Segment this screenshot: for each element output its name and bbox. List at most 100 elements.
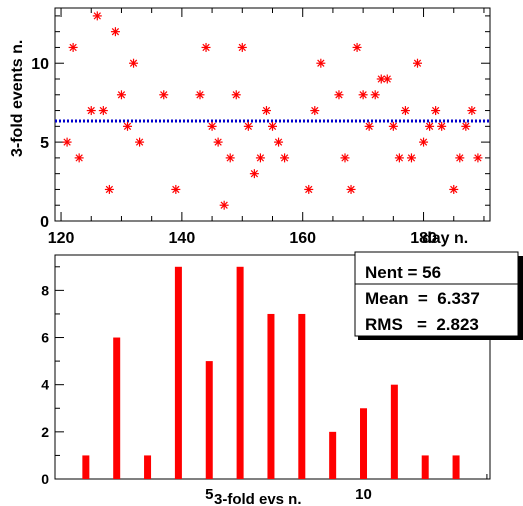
top-x-tick-label: 120 — [48, 230, 75, 247]
data-point — [92, 11, 102, 21]
data-point — [104, 184, 114, 194]
bottom-y-tick-label: 2 — [41, 424, 49, 440]
histogram-bar — [267, 313, 275, 479]
data-point-stroke — [262, 106, 271, 115]
data-point-stroke — [341, 154, 349, 162]
top-x-tick-label: 160 — [289, 230, 316, 247]
data-point — [364, 121, 374, 131]
bottom-x-axis-label: 3-fold evs n. — [214, 491, 302, 506]
data-point — [237, 42, 247, 52]
histogram-bar — [82, 455, 90, 479]
data-point-stroke — [93, 12, 101, 20]
data-point — [346, 184, 356, 194]
top-y-tick-label: 5 — [40, 135, 49, 152]
data-point — [261, 106, 271, 116]
histogram-bar — [298, 313, 306, 479]
histogram-bar — [144, 455, 152, 479]
data-point — [201, 42, 211, 52]
data-point — [207, 121, 217, 131]
data-point — [400, 106, 410, 116]
data-point-stroke — [172, 185, 180, 194]
top-y-ticks: 0 5 10 — [31, 15, 490, 231]
data-point — [123, 121, 132, 131]
bottom-x-tick-label: 10 — [355, 486, 372, 503]
data-point-stroke — [377, 75, 385, 83]
data-point-stroke — [196, 91, 204, 99]
histogram-bar — [421, 455, 429, 479]
data-point-stroke — [214, 138, 222, 146]
stats-rms: RMS = 2.823 — [365, 315, 479, 334]
top-x-axis-label: day n. — [422, 230, 468, 247]
data-point — [86, 106, 96, 116]
data-point-stroke — [450, 185, 458, 194]
data-point — [135, 137, 145, 147]
data-point-stroke — [160, 91, 168, 99]
data-point-stroke — [431, 106, 440, 115]
data-point — [358, 90, 368, 100]
data-point — [195, 90, 205, 100]
data-point — [159, 90, 169, 100]
data-point-stroke — [359, 91, 367, 99]
data-point-stroke — [413, 59, 422, 67]
data-point — [249, 169, 259, 179]
top-y-tick-label: 10 — [31, 56, 49, 73]
data-point-stroke — [202, 43, 210, 52]
data-point — [304, 184, 314, 194]
data-point-stroke — [75, 154, 83, 162]
data-point-stroke — [311, 106, 319, 115]
data-point — [340, 153, 350, 163]
data-point-stroke — [232, 91, 240, 99]
data-point-stroke — [347, 185, 355, 194]
data-point-stroke — [87, 106, 95, 115]
data-point-stroke — [389, 122, 397, 130]
data-point-stroke — [419, 138, 428, 146]
top-x-tick-label: 180 — [410, 230, 437, 247]
data-point-stroke — [208, 122, 216, 130]
data-point — [394, 153, 404, 163]
data-point-stroke — [99, 106, 107, 115]
data-point-stroke — [63, 138, 71, 146]
histogram-bar — [236, 266, 244, 479]
stats-mean: Mean = 6.337 — [365, 289, 480, 308]
data-point-stroke — [250, 170, 259, 178]
bottom-histogram-panel: 5 10 0 2 4 6 8 3-fold evs n. Nent = 56 Mean =… — [41, 251, 523, 506]
data-point-stroke — [123, 122, 132, 130]
data-point — [473, 153, 483, 163]
bottom-y-tick-label: 8 — [41, 282, 49, 298]
histogram-bar — [113, 337, 121, 479]
bottom-y-tick-label: 6 — [41, 330, 49, 346]
data-point — [243, 121, 253, 131]
data-point — [231, 90, 241, 100]
data-point — [431, 106, 441, 116]
data-point-stroke — [401, 106, 410, 115]
stats-nent: Nent = 56 — [365, 263, 441, 282]
top-scatter-panel: 120 140 160 180 0 5 10 day n. 3-fold events n… — [9, 7, 491, 247]
scatter-points — [62, 11, 483, 210]
top-x-tick-label: 140 — [169, 230, 196, 247]
data-point — [461, 121, 471, 131]
data-point-stroke — [365, 122, 373, 130]
data-point-stroke — [268, 122, 277, 130]
data-point-stroke — [129, 59, 138, 67]
top-x-ticks: 120 140 160 180 — [48, 8, 485, 247]
data-point — [225, 153, 235, 163]
data-point — [171, 184, 181, 194]
data-point-stroke — [335, 91, 343, 99]
histogram-bar — [360, 408, 368, 479]
data-point — [370, 90, 380, 100]
data-point-stroke — [438, 122, 446, 130]
data-point-stroke — [256, 154, 265, 162]
data-point — [68, 42, 78, 52]
bottom-x-tick-label: 5 — [205, 486, 213, 503]
data-point — [455, 153, 465, 163]
histogram-bar — [174, 266, 182, 479]
data-point — [382, 74, 392, 84]
data-point — [62, 137, 72, 147]
data-point-stroke — [425, 122, 434, 130]
data-point — [334, 90, 344, 100]
data-point — [213, 137, 223, 147]
data-point — [352, 42, 362, 52]
data-point — [406, 153, 416, 163]
data-point — [116, 90, 126, 100]
